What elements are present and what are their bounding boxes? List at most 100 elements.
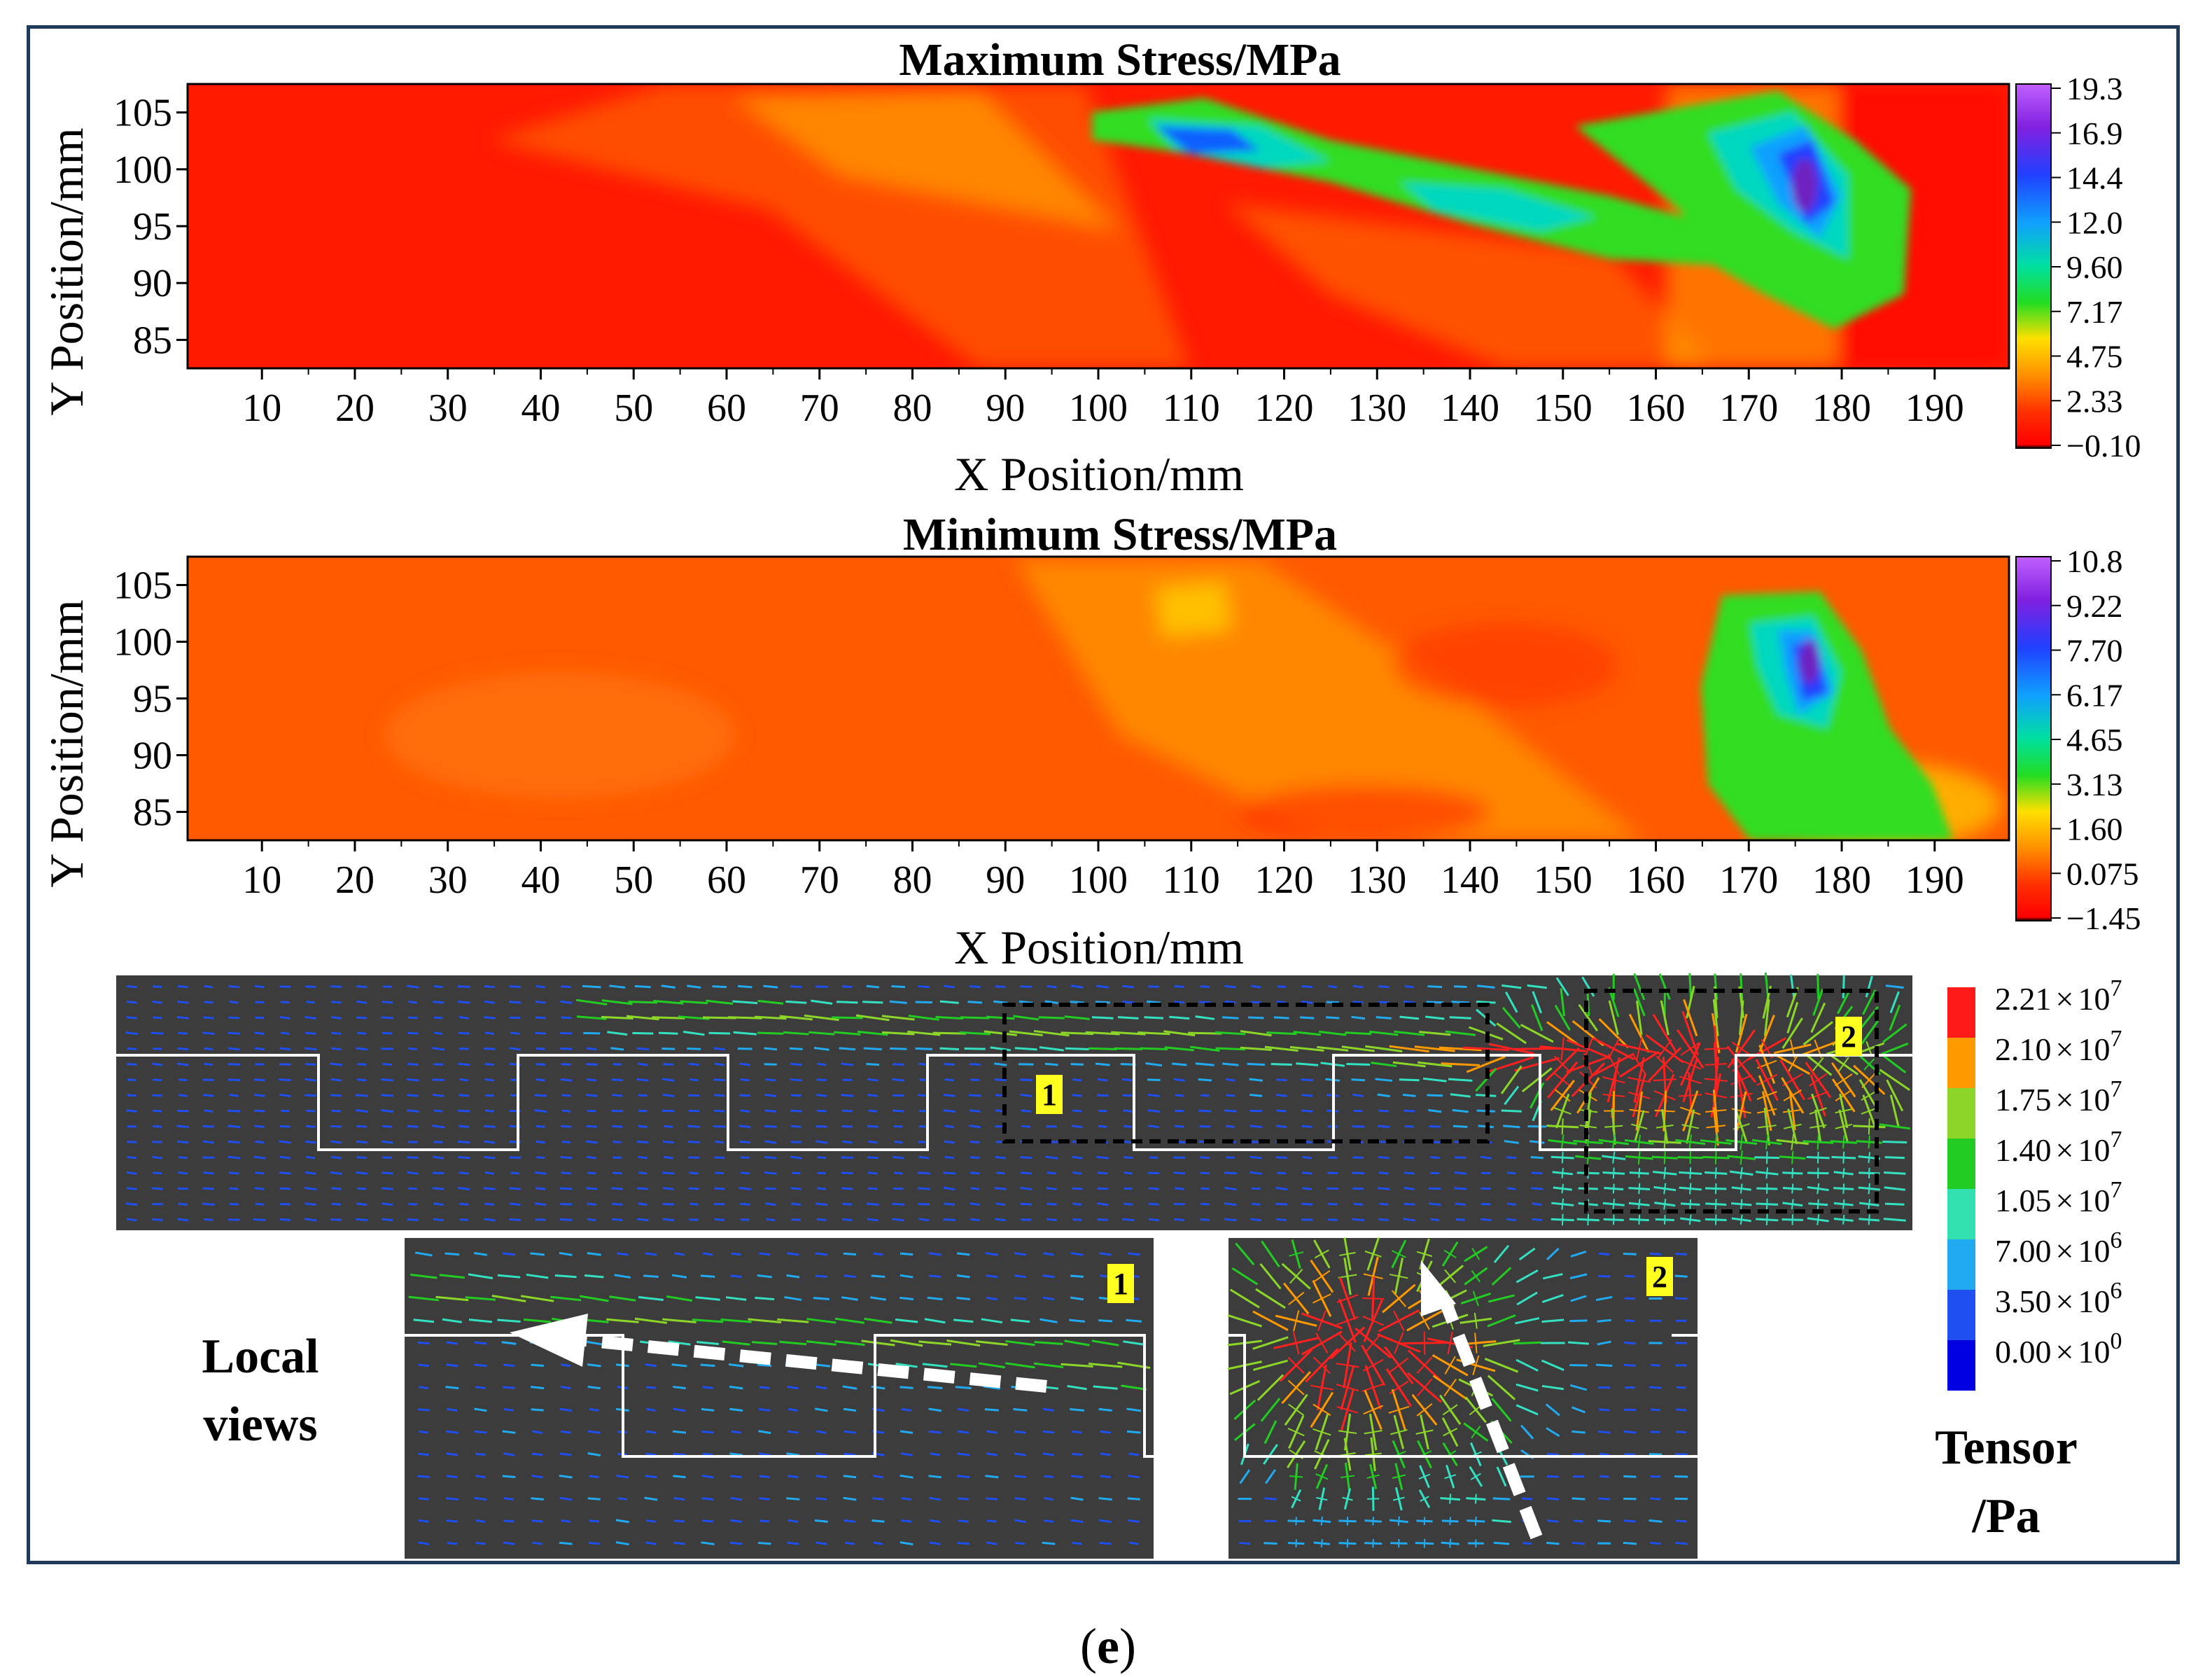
- field-vector: [532, 1541, 542, 1545]
- field-vector: [725, 1296, 747, 1301]
- field-vector: [636, 1047, 649, 1051]
- field-vector-minor: [1816, 1199, 1819, 1209]
- field-vector: [458, 1186, 470, 1191]
- field-vector: [958, 1407, 969, 1412]
- field-vector: [381, 1094, 394, 1097]
- field-vector: [1648, 1453, 1662, 1456]
- field-vector: [1127, 1497, 1140, 1501]
- field-vector: [915, 1047, 933, 1050]
- field-vector-minor: [1471, 1270, 1481, 1283]
- field-vector-minor: [1342, 1496, 1353, 1501]
- field-vector: [1140, 1047, 1168, 1051]
- field-vector: [1275, 1094, 1287, 1097]
- field-vector: [1881, 1042, 1909, 1055]
- field-vector: [601, 999, 633, 1005]
- field-vector: [1070, 984, 1084, 989]
- field-vector-minor: [1632, 1054, 1646, 1075]
- x-tick-label: 70: [800, 858, 839, 902]
- field-vector-minor: [1731, 1041, 1751, 1057]
- field-vector: [1570, 1250, 1587, 1258]
- field-vector: [695, 1296, 720, 1301]
- field-vector: [1100, 1452, 1111, 1456]
- field-vector: [638, 1171, 648, 1175]
- field-vector: [673, 1386, 686, 1390]
- field-vector: [957, 1475, 970, 1479]
- y-tick-label: 85: [133, 791, 172, 835]
- field-vector-minor: [1636, 1037, 1643, 1061]
- field-vector: [1111, 1031, 1146, 1036]
- field-vector: [1493, 1541, 1510, 1545]
- field-vector: [1404, 1125, 1414, 1128]
- field-vector-minor: [1442, 1404, 1458, 1416]
- field-vector-minor: [1560, 1134, 1564, 1150]
- field-vector: [617, 1252, 629, 1256]
- field-vector: [1430, 1218, 1440, 1222]
- field-vector: [532, 1430, 542, 1434]
- field-vector-minor: [1688, 1134, 1693, 1150]
- field-vector: [899, 1541, 913, 1546]
- field-vector-minor: [1681, 1124, 1700, 1129]
- field-vector: [1506, 1218, 1517, 1222]
- field-vector-minor: [1835, 1108, 1853, 1114]
- field-vector: [1492, 1497, 1511, 1501]
- field-vector: [503, 1497, 514, 1501]
- colorbar-tick-label: 7.70: [2066, 633, 2123, 669]
- field-vector: [559, 1474, 573, 1479]
- x-tick-label: 180: [1812, 858, 1871, 902]
- field-vector: [1174, 1218, 1185, 1222]
- field-vector: [1014, 1047, 1037, 1051]
- field-vector: [1045, 1155, 1058, 1160]
- field-vector: [1452, 1108, 1469, 1113]
- field-vector: [1301, 1125, 1312, 1128]
- field-vector: [811, 999, 833, 1005]
- field-vector: [306, 1001, 315, 1004]
- field-vector: [433, 1001, 444, 1004]
- field-vector: [866, 984, 879, 989]
- field-vector: [1067, 1384, 1087, 1391]
- field-vector: [944, 984, 955, 989]
- field-vector: [407, 1094, 419, 1097]
- field-vector-minor: [1837, 1057, 1849, 1072]
- field-vector: [841, 1296, 858, 1301]
- field-vector: [484, 1140, 496, 1144]
- field-vector: [1569, 1273, 1588, 1279]
- field-vector: [1507, 1171, 1516, 1175]
- field-vector: [662, 1140, 674, 1144]
- field-vector: [474, 1363, 487, 1368]
- field-vector: [873, 1475, 884, 1479]
- figure-caption: (e): [1080, 1618, 1136, 1674]
- field-vector: [1070, 1252, 1084, 1256]
- field-vector: [531, 1475, 543, 1479]
- x-tick-label: 160: [1627, 858, 1686, 902]
- field-vector-minor: [1561, 1151, 1564, 1164]
- field-vector: [229, 1094, 239, 1097]
- max-colorbar-ticks: 19.3 16.9 14.4 12.0 9.60 7.17 4.75 2.33 −0.10: [2051, 71, 2141, 464]
- field-vector: [843, 1407, 857, 1412]
- field-vector: [178, 1156, 188, 1160]
- field-vector: [788, 1475, 799, 1479]
- field-vector: [664, 1125, 673, 1128]
- local-view-1-outline: [405, 1334, 1154, 1458]
- field-vector: [956, 1252, 970, 1256]
- field-vector: [203, 1001, 214, 1004]
- field-vector-minor: [1312, 1356, 1331, 1375]
- field-vector: [458, 1016, 469, 1020]
- field-vector-minor: [1561, 1118, 1564, 1135]
- field-vector: [227, 1047, 240, 1051]
- field-vector: [1879, 1123, 1910, 1130]
- field-vector: [994, 1187, 1007, 1190]
- field-vector: [816, 1385, 827, 1390]
- field-vector: [644, 1496, 658, 1501]
- field-vector: [1044, 1475, 1054, 1478]
- field-vector: [944, 1140, 955, 1144]
- field-vector: [1365, 1045, 1403, 1052]
- field-vector: [757, 999, 784, 1005]
- field-vector-minor: [1704, 1063, 1727, 1066]
- field-vector-minor: [1791, 1168, 1794, 1178]
- field-vector-minor: [1637, 1134, 1642, 1150]
- field-vector-minor: [1816, 1134, 1819, 1150]
- field-vector: [559, 1218, 573, 1221]
- local-view-2-direction-arrow: [1441, 1303, 1543, 1540]
- field-vector: [1394, 1030, 1425, 1036]
